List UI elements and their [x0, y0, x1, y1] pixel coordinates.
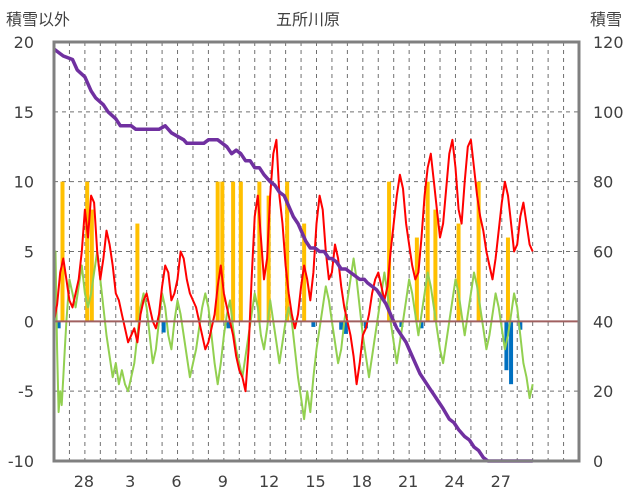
left-tick-label: -10	[8, 452, 34, 471]
right-tick-label: 0	[593, 452, 603, 471]
precip-bar	[161, 321, 166, 333]
snowfall-bar	[215, 181, 220, 322]
right-axis-ticks: 120 100 80 60 40 20 0	[593, 33, 624, 471]
snowfall-bars	[60, 181, 510, 322]
precip-bar	[343, 321, 348, 334]
x-tick-label: 28	[74, 472, 94, 491]
right-tick-label: 120	[593, 33, 624, 52]
snowfall-bar	[414, 237, 419, 322]
snowfall-bar	[476, 181, 481, 322]
right-tick-label: 60	[593, 243, 613, 262]
snowfall-bar	[85, 181, 90, 322]
plot-frame	[52, 40, 581, 463]
x-tick-label: 18	[352, 472, 372, 491]
precip-bar	[399, 321, 404, 327]
precip-bar	[56, 321, 61, 329]
left-tick-label: 10	[14, 173, 34, 192]
left-tick-label: 0	[24, 312, 34, 331]
x-tick-label: 12	[259, 472, 279, 491]
x-tick-label: 15	[305, 472, 325, 491]
snowfall-bar	[60, 181, 65, 322]
right-tick-label: 100	[593, 103, 624, 122]
precip-bar	[226, 321, 231, 329]
snowfall-bar	[433, 209, 438, 322]
right-axis-title: 積雪	[590, 10, 623, 29]
snowfall-bar	[257, 181, 262, 322]
x-axis-ticks: 28 3 6 9 12 15 18 21 24 27	[74, 472, 511, 491]
x-tick-label: 27	[491, 472, 511, 491]
left-axis-title: 積雪以外	[6, 10, 71, 29]
snowfall-bar	[238, 181, 243, 322]
snowfall-bar	[220, 181, 225, 322]
chart-title: 五所川原	[276, 10, 341, 29]
snowfall-bar	[285, 181, 290, 322]
snow_depth-line	[52, 47, 533, 463]
snowfall-bar	[89, 209, 94, 322]
max_temp-line	[53, 138, 534, 393]
left-tick-label: 20	[14, 33, 34, 52]
x-tick-label: 3	[125, 472, 135, 491]
precip-bar	[419, 321, 424, 329]
precip-bar	[509, 321, 514, 385]
precip-bar	[339, 321, 344, 330]
snowfall-bar	[302, 223, 307, 322]
x-tick-label: 9	[218, 472, 228, 491]
snowfall-bar	[425, 181, 430, 322]
x-tick-label: 6	[171, 472, 181, 491]
series-lines	[52, 47, 534, 463]
snowfall-bar	[387, 181, 392, 322]
right-tick-label: 40	[593, 312, 613, 331]
x-tick-label: 24	[444, 472, 464, 491]
left-tick-label: 5	[24, 243, 34, 262]
snowfall-bar	[135, 223, 140, 322]
precip-bar	[311, 321, 316, 327]
snowfall-bar	[456, 223, 461, 322]
precip-bar	[518, 321, 523, 330]
snowfall-bar	[505, 237, 510, 322]
left-tick-label: -5	[18, 382, 34, 401]
snowfall-bar	[266, 195, 271, 322]
right-tick-label: 80	[593, 173, 613, 192]
right-tick-label: 20	[593, 382, 613, 401]
snowfall-bar	[231, 181, 236, 322]
x-tick-label: 21	[398, 472, 418, 491]
left-axis-ticks: 20 15 10 5 0 -5 -10	[8, 33, 34, 471]
left-tick-label: 15	[14, 103, 34, 122]
